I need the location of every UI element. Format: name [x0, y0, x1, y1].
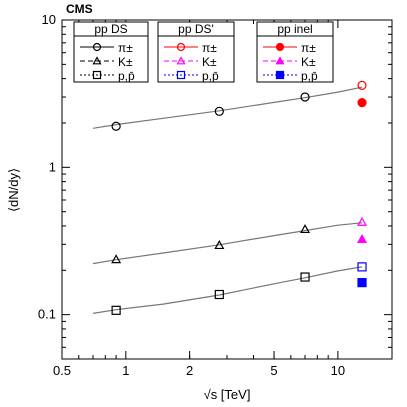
data-point: [300, 272, 310, 282]
fit-curves: [92, 86, 363, 314]
data-points: [111, 80, 368, 315]
data-point: [214, 289, 224, 300]
x-tick-label: 2: [186, 363, 193, 378]
legend-marker: [176, 56, 186, 65]
legend-marker: [92, 42, 102, 52]
legend-label: p,p̄: [202, 69, 219, 83]
data-point: [357, 216, 368, 226]
fit-curve: [92, 86, 363, 129]
data-point: [357, 234, 368, 244]
legend-label: p,p̄: [118, 69, 135, 83]
legend-group-title: pp DS': [178, 22, 214, 36]
x-tick-label: 0.5: [53, 363, 71, 378]
data-point: [111, 254, 122, 264]
legend-marker: [176, 70, 186, 80]
legend-label: p,p̄: [301, 69, 318, 83]
data-point: [357, 80, 367, 90]
data-point: [357, 278, 367, 288]
legend-group-title: pp inel: [277, 22, 312, 36]
x-tick-label: 5: [270, 363, 277, 378]
data-point: [214, 239, 225, 250]
y-axis: 0.1 1 10: [38, 12, 392, 348]
legend-group-title: pp DS: [94, 22, 127, 36]
legend-marker: [176, 42, 186, 52]
x-axis-label: √s [TeV]: [204, 387, 251, 402]
data-point: [300, 92, 310, 102]
y-tick-label: 1: [49, 159, 56, 174]
data-point: [357, 98, 367, 108]
chart-title: CMS: [66, 2, 93, 16]
y-tick-label: 10: [42, 12, 56, 27]
x-tick-label: 10: [331, 363, 345, 378]
data-point: [214, 106, 224, 116]
legend-label: π±: [118, 41, 133, 55]
data-point: [111, 121, 121, 131]
fit-curve: [92, 222, 363, 265]
legend-label: π±: [301, 41, 316, 55]
data-point: [111, 305, 121, 315]
legend-group-box: [73, 35, 149, 83]
y-tick-label: 0.1: [38, 307, 56, 322]
legend-group-box: [256, 35, 334, 83]
data-point: [300, 223, 311, 234]
legend-label: K±: [301, 55, 316, 69]
legend-marker: [275, 56, 285, 65]
legend-label: π±: [202, 41, 217, 55]
legend-marker: [92, 56, 102, 65]
legend-marker: [275, 42, 285, 52]
x-tick-label: 1: [122, 363, 129, 378]
legend-label: K±: [202, 55, 217, 69]
fit-curve: [92, 266, 363, 314]
y-axis-label: ⟨dN/dy⟩: [6, 168, 21, 212]
legend-group-box: [157, 35, 235, 83]
legend: pp DSπ±K±p,p̄pp DS'π±K±p,p̄pp inelπ±K±p,…: [73, 21, 334, 83]
legend-marker: [275, 70, 285, 80]
data-point: [357, 262, 367, 272]
legend-label: K±: [118, 55, 133, 69]
legend-marker: [92, 70, 102, 80]
